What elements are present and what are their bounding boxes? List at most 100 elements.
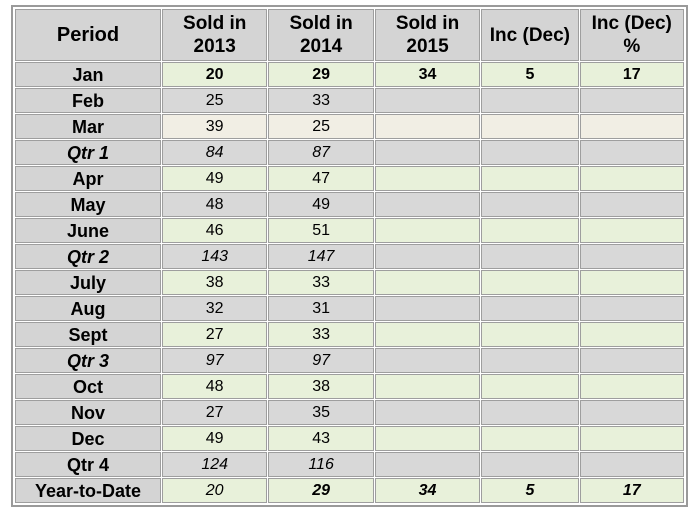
cell-inc-dec: [481, 88, 579, 113]
cell-inc-dec-pct: [579, 374, 684, 399]
cell-sold-2013: 97: [161, 348, 268, 373]
cell-sold-2013: 27: [161, 400, 268, 425]
cell-period: Dec: [15, 426, 161, 451]
table-row: Dec 49 43: [15, 426, 684, 451]
cell-inc-dec: [481, 166, 579, 191]
cell-sold-2013: 38: [161, 270, 268, 295]
cell-period: Sept: [15, 322, 161, 347]
cell-inc-dec: 5: [481, 62, 579, 87]
cell-sold-2015: [374, 270, 481, 295]
cell-sold-2013: 20: [161, 62, 268, 87]
cell-inc-dec: [481, 296, 579, 321]
cell-inc-dec-pct: [579, 244, 684, 269]
cell-inc-dec-pct: [579, 114, 684, 139]
cell-sold-2014: 147: [268, 244, 374, 269]
cell-period: Apr: [15, 166, 161, 191]
cell-sold-2015: [374, 296, 481, 321]
header-period: Period: [15, 9, 161, 61]
cell-sold-2015: [374, 192, 481, 217]
header-inc-dec-pct-line2: %: [623, 36, 641, 57]
cell-inc-dec-pct: [579, 348, 684, 373]
cell-inc-dec-pct: [579, 218, 684, 243]
table-row: Sept 27 33: [15, 322, 684, 347]
cell-sold-2013: 27: [161, 322, 268, 347]
header-inc-dec-pct-line1: Inc (Dec): [591, 13, 672, 34]
sales-table: Period Sold in 2013 Sold in 2014 Sold in…: [14, 8, 685, 504]
header-sold-2013-line1: Sold in: [183, 13, 247, 34]
cell-sold-2015: [374, 166, 481, 191]
table-row: Mar 39 25: [15, 114, 684, 139]
cell-sold-2013: 46: [161, 218, 268, 243]
header-sold-2015: Sold in 2015: [374, 9, 481, 61]
cell-sold-2015: [374, 348, 481, 373]
cell-sold-2014: 47: [268, 166, 374, 191]
cell-inc-dec-pct: [579, 166, 684, 191]
table-row: Qtr 2 143 147: [15, 244, 684, 269]
cell-sold-2014: 116: [268, 452, 374, 477]
cell-inc-dec-pct: [579, 426, 684, 451]
cell-period: Qtr 3: [15, 348, 161, 373]
cell-inc-dec: [481, 426, 579, 451]
cell-sold-2015: [374, 140, 481, 165]
cell-sold-2015: [374, 322, 481, 347]
table-row: Year-to-Date 20 29 34 5 17: [15, 478, 684, 503]
cell-inc-dec: [481, 218, 579, 243]
cell-sold-2015: [374, 400, 481, 425]
cell-sold-2015: 34: [374, 478, 481, 503]
header-sold-2014: Sold in 2014: [268, 9, 374, 61]
table-row: Nov 27 35: [15, 400, 684, 425]
cell-inc-dec-pct: [579, 400, 684, 425]
cell-period: Aug: [15, 296, 161, 321]
cell-sold-2014: 38: [268, 374, 374, 399]
cell-sold-2014: 97: [268, 348, 374, 373]
cell-sold-2014: 49: [268, 192, 374, 217]
cell-inc-dec: [481, 270, 579, 295]
cell-inc-dec: 5: [481, 478, 579, 503]
cell-inc-dec-pct: 17: [579, 478, 684, 503]
header-inc-dec-label: Inc (Dec): [489, 24, 571, 46]
header-row: Period Sold in 2013 Sold in 2014 Sold in…: [15, 9, 684, 61]
cell-period: Qtr 2: [15, 244, 161, 269]
table-row: Jan 20 29 34 5 17: [15, 62, 684, 87]
cell-sold-2015: [374, 88, 481, 113]
cell-sold-2014: 25: [268, 114, 374, 139]
cell-period: Qtr 4: [15, 452, 161, 477]
cell-inc-dec: [481, 374, 579, 399]
cell-sold-2014: 29: [268, 62, 374, 87]
table-row: Feb 25 33: [15, 88, 684, 113]
cell-period: Qtr 1: [15, 140, 161, 165]
table-row: Qtr 1 84 87: [15, 140, 684, 165]
header-inc-dec-pct: Inc (Dec) %: [579, 9, 684, 61]
cell-sold-2015: [374, 218, 481, 243]
cell-sold-2013: 49: [161, 426, 268, 451]
table-row: Qtr 3 97 97: [15, 348, 684, 373]
cell-sold-2014: 33: [268, 322, 374, 347]
cell-inc-dec-pct: [579, 192, 684, 217]
header-sold-2014-line1: Sold in: [289, 13, 353, 34]
cell-inc-dec-pct: [579, 88, 684, 113]
cell-sold-2015: 34: [374, 62, 481, 87]
cell-period: Year-to-Date: [15, 478, 161, 503]
cell-inc-dec: [481, 114, 579, 139]
cell-sold-2015: [374, 374, 481, 399]
cell-sold-2013: 48: [161, 374, 268, 399]
cell-sold-2013: 39: [161, 114, 268, 139]
cell-sold-2014: 51: [268, 218, 374, 243]
cell-sold-2013: 143: [161, 244, 268, 269]
cell-period: July: [15, 270, 161, 295]
cell-inc-dec: [481, 452, 579, 477]
cell-inc-dec-pct: [579, 140, 684, 165]
cell-inc-dec: [481, 140, 579, 165]
table-row: Aug 32 31: [15, 296, 684, 321]
cell-sold-2013: 20: [161, 478, 268, 503]
cell-inc-dec: [481, 244, 579, 269]
cell-sold-2014: 29: [268, 478, 374, 503]
cell-sold-2014: 33: [268, 88, 374, 113]
table-row: Qtr 4 124 116: [15, 452, 684, 477]
cell-sold-2014: 87: [268, 140, 374, 165]
cell-sold-2015: [374, 114, 481, 139]
table-body: Jan 20 29 34 5 17 Feb 25 33 Mar 39 25 Qtr 1 84 87 Apr 49…: [15, 62, 684, 503]
cell-inc-dec: [481, 322, 579, 347]
header-sold-2013-line2: 2013: [193, 36, 236, 57]
header-inc-dec: Inc (Dec): [481, 9, 579, 61]
